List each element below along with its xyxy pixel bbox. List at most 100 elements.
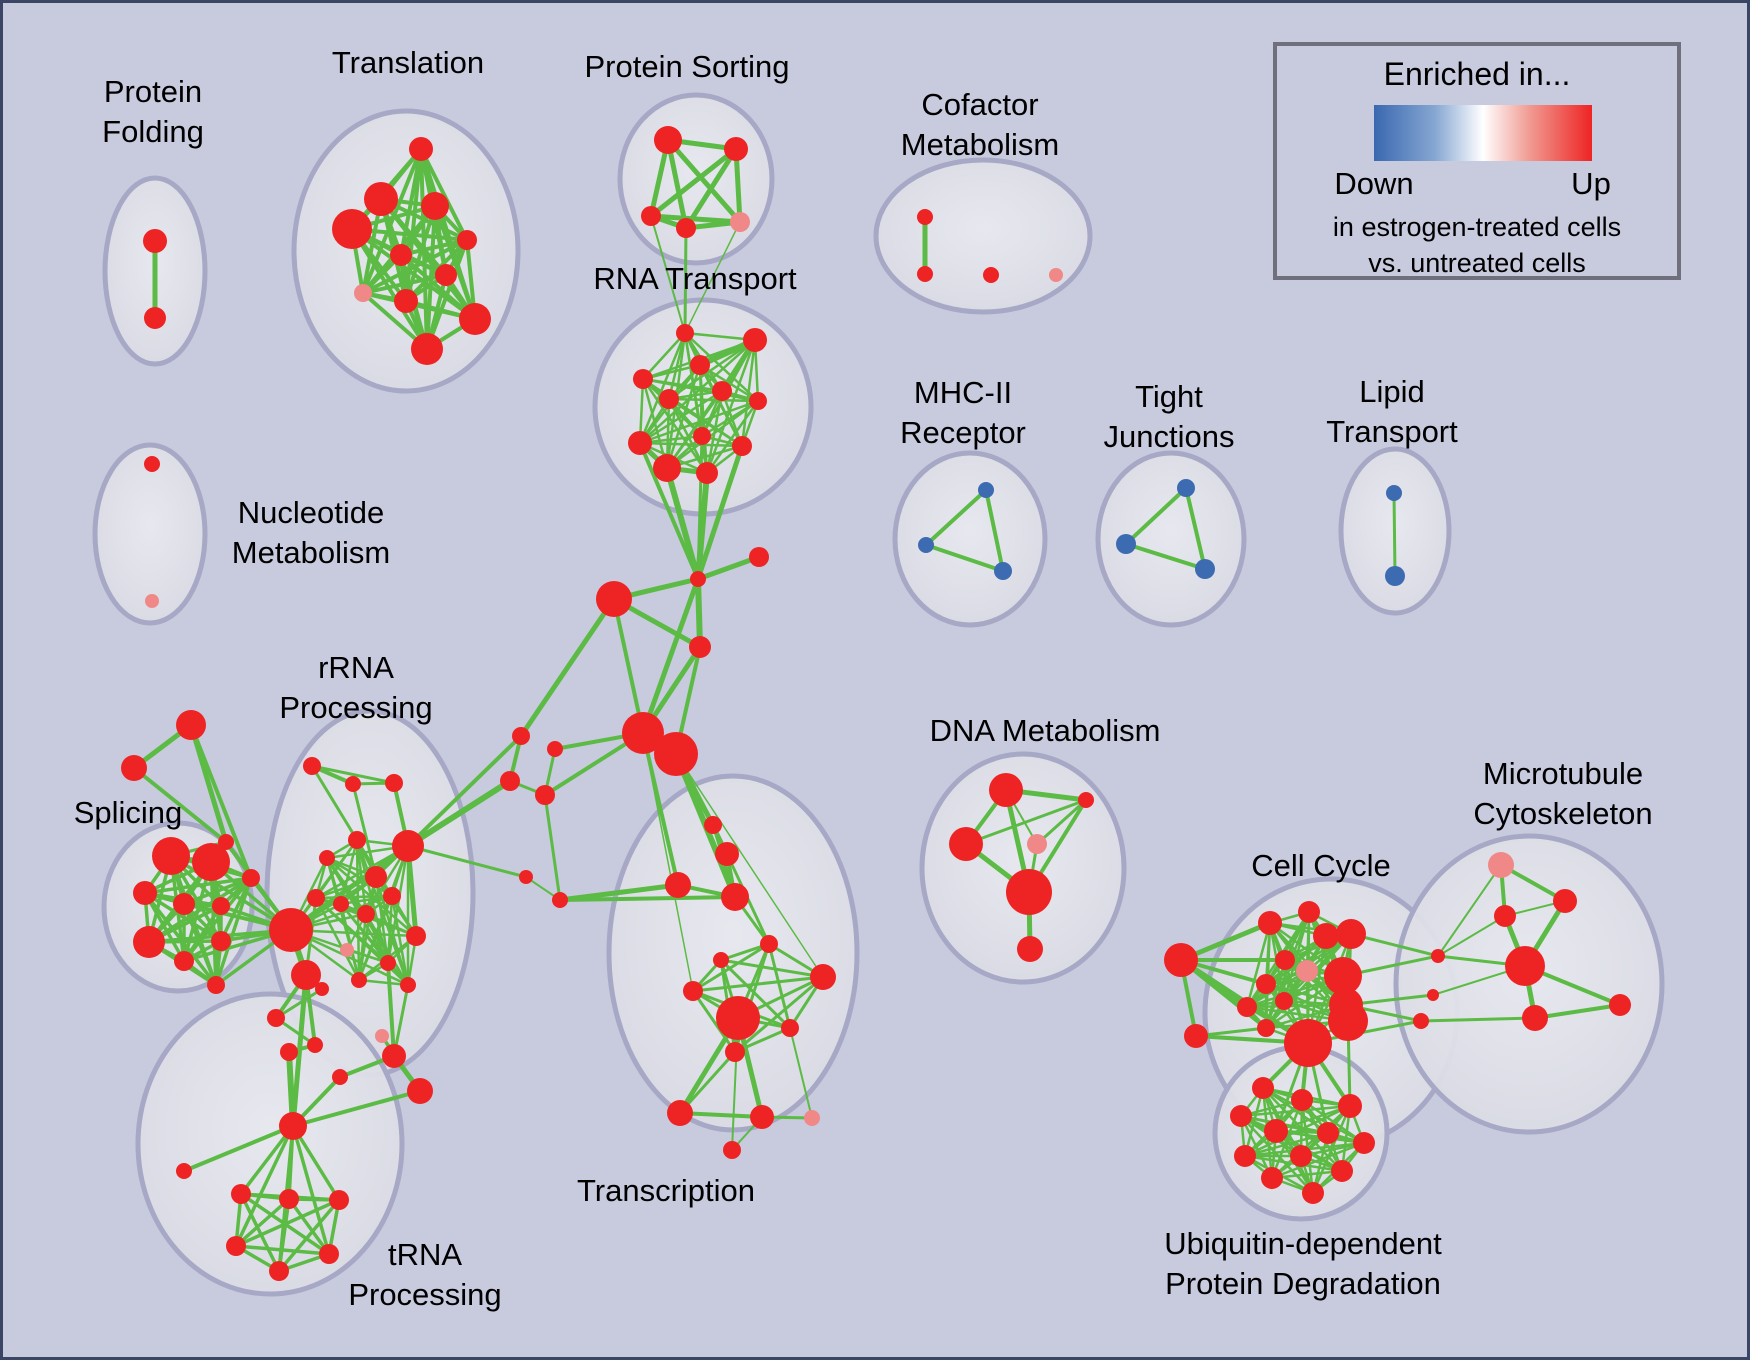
network-node[interactable] <box>1195 559 1215 579</box>
network-node[interactable] <box>1275 992 1293 1010</box>
network-node[interactable] <box>1313 923 1339 949</box>
network-node[interactable] <box>1386 485 1402 501</box>
network-node[interactable] <box>760 935 778 953</box>
network-node[interactable] <box>307 1037 323 1053</box>
network-node[interactable] <box>715 842 739 866</box>
network-node[interactable] <box>242 869 260 887</box>
network-node[interactable] <box>269 1261 289 1281</box>
network-node[interactable] <box>596 581 632 617</box>
network-node[interactable] <box>1261 1167 1283 1189</box>
network-node[interactable] <box>1427 989 1439 1001</box>
network-node[interactable] <box>345 776 361 792</box>
network-node[interactable] <box>723 1141 741 1159</box>
network-node[interactable] <box>1237 997 1257 1017</box>
network-node[interactable] <box>1284 1019 1332 1067</box>
network-node[interactable] <box>435 264 457 286</box>
network-node[interactable] <box>716 996 760 1040</box>
network-node[interactable] <box>176 710 206 740</box>
network-node[interactable] <box>628 431 652 455</box>
network-node[interactable] <box>319 1244 339 1264</box>
network-node[interactable] <box>329 1190 349 1210</box>
network-node[interactable] <box>457 230 477 250</box>
network-node[interactable] <box>552 892 568 908</box>
network-node[interactable] <box>659 389 679 409</box>
network-node[interactable] <box>409 137 433 161</box>
network-node[interactable] <box>332 209 372 249</box>
network-node[interactable] <box>332 1069 348 1085</box>
network-node[interactable] <box>144 456 160 472</box>
network-node[interactable] <box>1609 994 1631 1016</box>
network-node[interactable] <box>333 896 349 912</box>
network-node[interactable] <box>411 333 443 365</box>
network-node[interactable] <box>732 436 752 456</box>
network-node[interactable] <box>1230 1105 1252 1127</box>
network-node[interactable] <box>633 369 653 389</box>
network-node[interactable] <box>1291 1089 1313 1111</box>
network-node[interactable] <box>354 284 372 302</box>
network-node[interactable] <box>385 774 403 792</box>
network-node[interactable] <box>978 482 994 498</box>
network-node[interactable] <box>390 244 412 266</box>
network-node[interactable] <box>375 1029 389 1043</box>
network-node[interactable] <box>1027 834 1047 854</box>
network-node[interactable] <box>781 1019 799 1037</box>
network-node[interactable] <box>319 850 335 866</box>
network-node[interactable] <box>683 981 703 1001</box>
network-node[interactable] <box>459 303 491 335</box>
network-node[interactable] <box>133 881 157 905</box>
network-node[interactable] <box>1164 943 1198 977</box>
network-node[interactable] <box>1275 950 1295 970</box>
network-node[interactable] <box>357 905 375 923</box>
network-node[interactable] <box>1006 869 1052 915</box>
network-node[interactable] <box>519 870 533 884</box>
network-node[interactable] <box>1522 1005 1548 1031</box>
network-node[interactable] <box>1298 901 1320 923</box>
network-node[interactable] <box>989 773 1023 807</box>
network-node[interactable] <box>1338 1094 1362 1118</box>
network-node[interactable] <box>269 908 313 952</box>
network-node[interactable] <box>382 1044 406 1068</box>
network-node[interactable] <box>173 893 195 915</box>
network-node[interactable] <box>696 462 718 484</box>
network-node[interactable] <box>1488 852 1514 878</box>
network-node[interactable] <box>1505 946 1545 986</box>
network-node[interactable] <box>383 887 401 905</box>
network-node[interactable] <box>348 831 366 849</box>
network-node[interactable] <box>1413 1013 1429 1029</box>
network-node[interactable] <box>730 212 750 232</box>
network-node[interactable] <box>547 741 563 757</box>
network-node[interactable] <box>231 1184 251 1204</box>
network-node[interactable] <box>689 636 711 658</box>
network-node[interactable] <box>1296 960 1318 982</box>
network-node[interactable] <box>535 785 555 805</box>
network-node[interactable] <box>1256 974 1276 994</box>
network-node[interactable] <box>1328 1001 1368 1041</box>
network-node[interactable] <box>1258 911 1282 935</box>
network-node[interactable] <box>676 324 694 342</box>
network-node[interactable] <box>654 126 682 154</box>
network-node[interactable] <box>207 976 225 994</box>
network-node[interactable] <box>654 732 698 776</box>
network-node[interactable] <box>394 289 418 313</box>
network-node[interactable] <box>500 771 520 791</box>
network-node[interactable] <box>1385 566 1405 586</box>
network-node[interactable] <box>1324 957 1362 995</box>
network-node[interactable] <box>1317 1122 1339 1144</box>
network-node[interactable] <box>144 307 166 329</box>
network-node[interactable] <box>364 182 398 216</box>
network-node[interactable] <box>380 955 396 971</box>
network-node[interactable] <box>1116 534 1136 554</box>
network-node[interactable] <box>351 972 367 988</box>
network-node[interactable] <box>713 952 729 968</box>
network-node[interactable] <box>303 757 321 775</box>
network-node[interactable] <box>804 1110 820 1126</box>
network-node[interactable] <box>690 355 710 375</box>
network-node[interactable] <box>725 1042 745 1062</box>
network-node[interactable] <box>406 926 426 946</box>
network-node[interactable] <box>918 537 934 553</box>
network-node[interactable] <box>145 594 159 608</box>
network-node[interactable] <box>690 571 706 587</box>
network-node[interactable] <box>622 712 664 754</box>
network-node[interactable] <box>512 727 530 745</box>
network-node[interactable] <box>1078 792 1094 808</box>
